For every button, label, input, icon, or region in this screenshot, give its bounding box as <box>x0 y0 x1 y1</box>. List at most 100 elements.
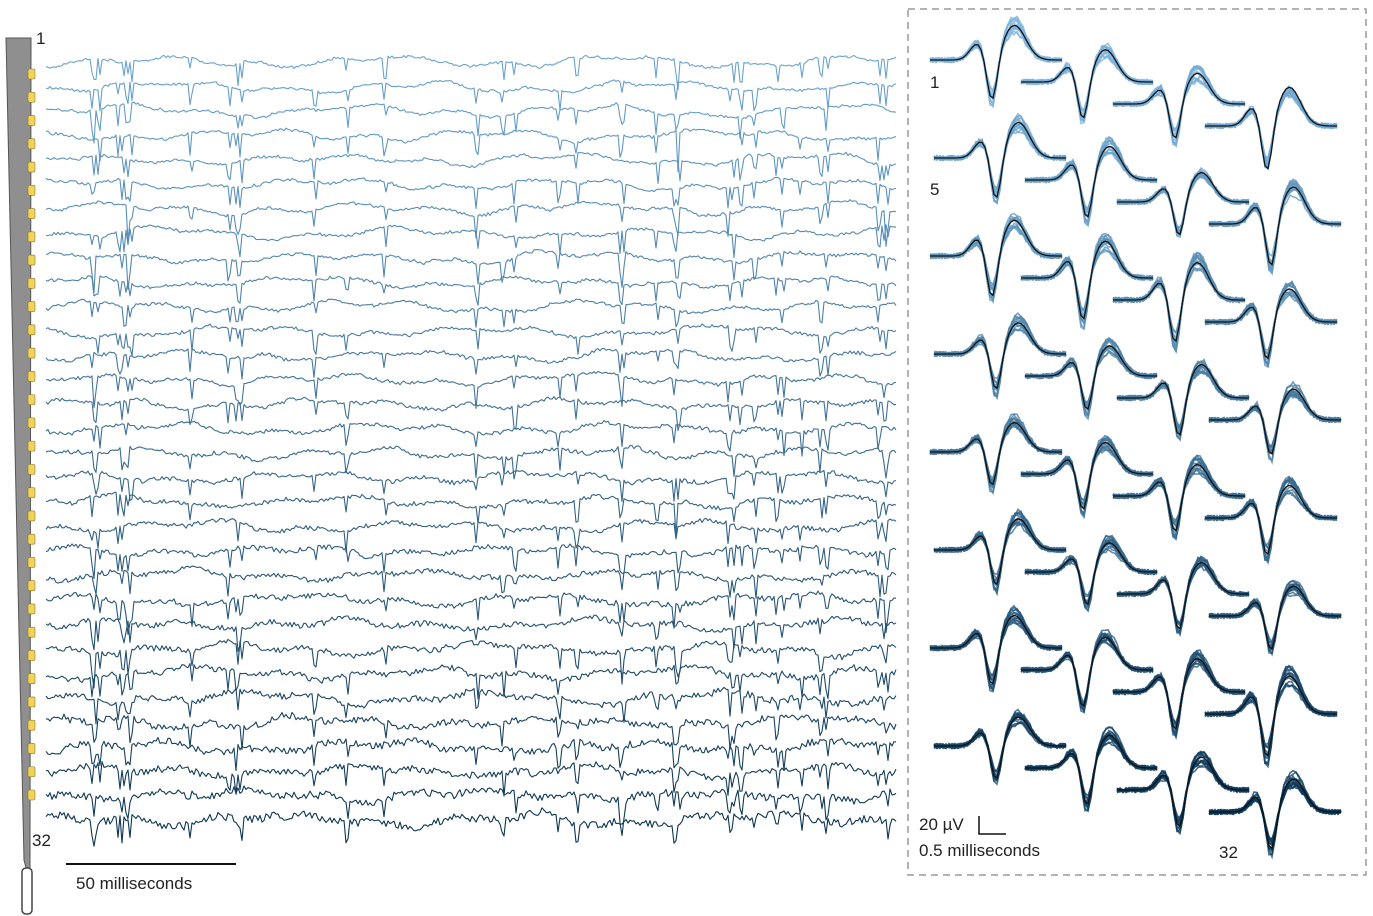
unit-waveform <box>1116 358 1250 442</box>
waveform-overlay <box>1204 666 1338 769</box>
waveform-mean <box>930 614 1062 685</box>
unit-waveform <box>1024 336 1158 421</box>
unit-waveform <box>1204 664 1338 769</box>
probe-contact <box>27 161 36 173</box>
channel-trace <box>45 396 897 432</box>
waveform-overlay <box>933 316 1067 396</box>
channel-trace <box>45 79 897 112</box>
unit-waveform <box>1112 251 1246 355</box>
unit-waveform <box>1208 769 1342 860</box>
unit-waveform <box>1020 232 1154 331</box>
probe-contact <box>27 231 36 243</box>
channel-trace <box>45 370 897 410</box>
waveform-mean <box>1025 542 1157 606</box>
waveform-mean <box>1117 756 1249 828</box>
channel-trace <box>45 736 897 772</box>
channel-trace <box>45 101 897 144</box>
probe-contact <box>27 417 36 429</box>
unit-waveform <box>1112 649 1246 741</box>
unit-waveform <box>933 507 1067 597</box>
channel-trace <box>45 590 897 635</box>
unit-label-1: 1 <box>930 73 939 92</box>
unit-waveform <box>1020 42 1154 125</box>
unit-waveform <box>1208 579 1342 657</box>
channel-trace <box>45 543 897 580</box>
channel-trace <box>45 54 897 91</box>
probe-contact <box>27 347 36 359</box>
unit-waveform <box>1204 84 1338 172</box>
waveform-mean <box>930 24 1062 100</box>
probe-contact <box>27 673 36 685</box>
waveform-mean <box>1113 72 1245 139</box>
waveform-time-scalebar-label: 0.5 milliseconds <box>919 841 1040 860</box>
probe-contact <box>27 487 36 498</box>
probe-contact <box>27 766 36 778</box>
waveform-mean <box>1205 484 1337 555</box>
time-scalebar: 50 milliseconds <box>66 863 236 893</box>
unit-waveform <box>929 15 1063 109</box>
probe-contact <box>27 557 36 568</box>
waveform-mean <box>1021 240 1153 320</box>
unit-waveform <box>1116 555 1250 638</box>
waveform-mean <box>1205 86 1337 170</box>
unit-waveform <box>1024 135 1158 228</box>
waveform-mean <box>934 518 1066 586</box>
probe-contact <box>27 440 36 452</box>
probe-contact <box>27 719 36 731</box>
channel-trace <box>45 469 897 503</box>
channel-trace <box>45 199 897 247</box>
channel-trace <box>45 275 897 306</box>
channel-trace <box>45 638 897 689</box>
probe-contact <box>27 580 36 591</box>
unit-label-32: 32 <box>1219 843 1238 862</box>
waveform-overlay <box>929 604 1063 693</box>
probe-contact <box>27 696 36 708</box>
voltage-traces <box>45 54 897 847</box>
probe-contact <box>27 464 36 475</box>
probe-contact <box>27 301 36 312</box>
channel-trace <box>46 151 897 184</box>
channel-label-first: 1 <box>36 29 45 48</box>
unit-waveform <box>929 413 1063 496</box>
channel-trace <box>45 614 897 652</box>
waveform-overlay <box>929 215 1063 305</box>
waveform-mean <box>1209 388 1341 455</box>
waveform-mean <box>934 121 1066 199</box>
channel-trace <box>45 807 897 847</box>
waveform-overlay <box>1020 233 1154 331</box>
waveform-mean <box>1021 636 1153 708</box>
probe-contact <box>27 510 36 522</box>
waveform-mean <box>1021 49 1153 119</box>
channel-trace <box>45 298 897 328</box>
probe-contact <box>27 68 36 80</box>
probe-contacts <box>27 68 36 801</box>
unit-waveform <box>1024 534 1158 613</box>
waveform-overlay <box>1024 340 1158 418</box>
waveform-mean <box>1025 145 1157 218</box>
waveform-mean <box>1113 463 1245 532</box>
probe-body <box>5 37 32 869</box>
waveform-mean <box>1117 363 1249 437</box>
probe-contact <box>27 789 36 801</box>
unit-waveform <box>1204 475 1338 565</box>
probe-contact <box>27 184 36 196</box>
probe-contact <box>27 278 36 289</box>
spike-waveforms <box>929 15 1342 860</box>
waveform-mean <box>1209 778 1341 850</box>
probe-contact <box>27 743 36 754</box>
amplitude-scalebar-label: 20 µV <box>919 815 964 834</box>
unit-waveform <box>1020 434 1154 520</box>
probe-contact <box>27 91 36 103</box>
channel-trace <box>45 444 897 480</box>
time-scalebar-label: 50 milliseconds <box>76 874 192 893</box>
channel-trace <box>45 323 897 357</box>
unit-waveform <box>1208 178 1342 276</box>
unit-label-5: 5 <box>930 180 939 199</box>
channel-trace <box>45 347 897 380</box>
waveform-mean <box>1113 261 1245 343</box>
channel-trace <box>45 249 897 293</box>
unit-waveform <box>1020 628 1154 715</box>
waveform-overlay <box>1020 54 1154 113</box>
unit-waveform <box>933 708 1067 786</box>
